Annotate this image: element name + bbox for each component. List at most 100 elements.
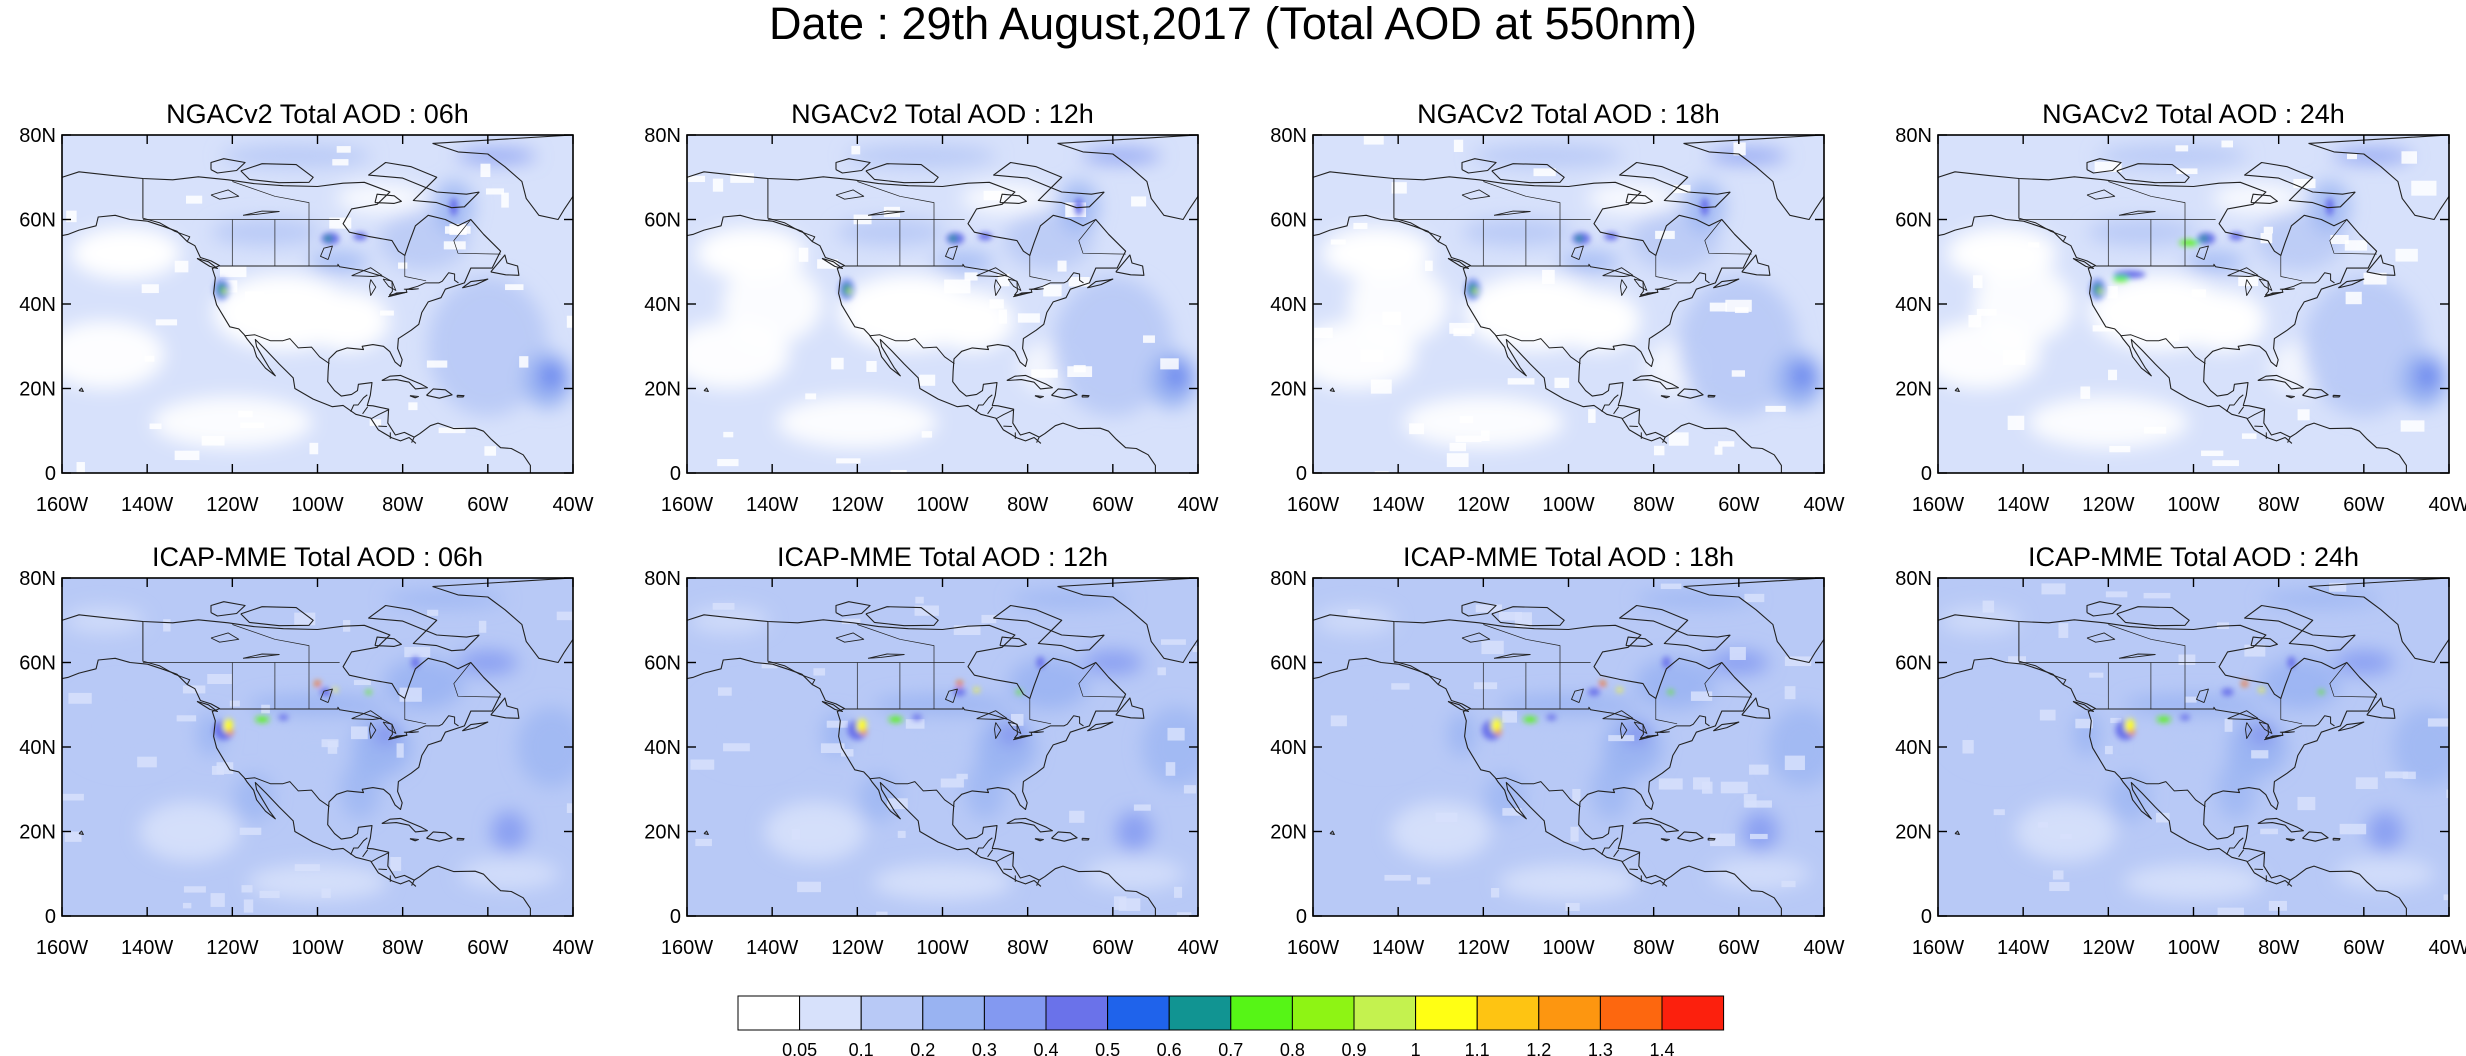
aod-pixel — [866, 360, 877, 372]
lake-outline — [835, 189, 865, 200]
lake-outline — [1493, 653, 1531, 659]
aod-region — [277, 721, 358, 773]
aod-pixel — [1384, 874, 1411, 881]
island-outline — [1712, 721, 1740, 732]
lon-label: 40W — [552, 494, 593, 516]
aod-plume — [222, 288, 228, 295]
aod-pixel — [566, 315, 573, 328]
aod-pixel — [2297, 796, 2316, 811]
lon-label: 60W — [1092, 494, 1133, 516]
colorbar: 0.05 0.1 0.2 0.3 0.4 0.5 0.6 0.7 0.8 0.9 1 1.1 1.2 1.… — [737, 995, 1725, 1056]
aod-pixel — [155, 319, 178, 326]
coastline — [62, 657, 417, 887]
country-border — [2226, 394, 2244, 412]
aod-pixel — [712, 602, 735, 610]
lake-outline — [2118, 653, 2156, 659]
country-border — [996, 409, 1015, 419]
state-border — [1029, 255, 1052, 282]
aod-pixel — [887, 798, 908, 810]
island-outline — [2332, 394, 2341, 398]
island-outline — [993, 161, 1105, 209]
aod-pixel — [695, 838, 712, 847]
lat-label: 40N — [1270, 737, 1307, 759]
lon-label: 120W — [1457, 937, 1509, 959]
lon-label: 120W — [2082, 494, 2134, 516]
country-border — [2018, 621, 2067, 685]
aod-pixel — [1734, 307, 1749, 314]
aod-pixel — [1057, 260, 1067, 272]
aod-plume — [956, 680, 963, 687]
aod-region — [516, 707, 573, 787]
lake-outline — [1633, 721, 1648, 734]
aod-region — [139, 801, 240, 862]
aod-region — [2015, 801, 2116, 862]
island-outline — [210, 601, 246, 617]
island-outline — [2116, 606, 2190, 627]
lon-label: 140W — [746, 494, 798, 516]
country-border — [2018, 178, 2067, 242]
country-border — [2247, 852, 2266, 862]
lake-outline — [2258, 278, 2273, 291]
island-outline — [1677, 831, 1704, 842]
lake-outline — [2196, 245, 2209, 261]
aod-plume — [1523, 716, 1538, 723]
island-outline — [409, 395, 419, 399]
lon-label: 160W — [36, 937, 88, 959]
aod-pixel — [149, 423, 162, 430]
colorbar-swatch — [1415, 995, 1478, 1031]
aod-pixel — [956, 773, 968, 780]
island-outline — [1632, 817, 1679, 833]
aod-plume — [227, 729, 234, 736]
aod-pixel — [2007, 415, 2025, 431]
aod-plume — [2325, 197, 2334, 216]
aod-plume — [978, 232, 993, 241]
lon-label: 160W — [1912, 494, 1964, 516]
aod-region — [1498, 864, 1639, 901]
aod-plume — [1588, 688, 1601, 697]
aod-pixel — [1498, 611, 1523, 621]
aod-pixel — [2363, 272, 2387, 285]
aod-pixel — [2268, 900, 2287, 911]
lon-label: 120W — [831, 937, 883, 959]
lon-label: 80W — [1633, 494, 1674, 516]
aod-pixel — [1391, 683, 1410, 690]
state-border — [2108, 181, 2186, 220]
aod-plume — [2179, 239, 2200, 246]
aod-pixel — [1968, 315, 1982, 328]
aod-pixel — [1435, 812, 1458, 823]
island-outline — [240, 163, 314, 184]
island-outline — [2366, 697, 2396, 719]
aod-region — [70, 227, 181, 280]
island-outline — [426, 831, 453, 842]
aod-plume — [2241, 680, 2248, 687]
map-outlines — [687, 135, 1198, 473]
aod-region — [70, 685, 181, 766]
panel-title: ICAP-MME Total AOD : 06h — [152, 542, 483, 572]
aod-plume — [353, 232, 368, 241]
lake-outline — [210, 632, 240, 643]
island-outline — [1683, 578, 1824, 664]
aod-pixel — [398, 262, 408, 269]
aod-pixel — [1347, 609, 1360, 616]
aod-pixel — [1731, 370, 1746, 377]
aod-pixel — [2329, 582, 2347, 592]
colorbar-label: 0.1 — [849, 1040, 874, 1056]
aod-pixel — [2107, 286, 2118, 299]
island-outline — [456, 394, 465, 398]
aod-pixel — [2167, 327, 2180, 342]
lat-label: 80N — [19, 125, 56, 147]
aod-pixel — [1668, 432, 1689, 446]
state-border — [232, 181, 310, 220]
state-border — [2329, 662, 2377, 698]
aod-pixel — [1133, 804, 1151, 811]
lake-outline — [2086, 189, 2116, 200]
lake-outline — [242, 210, 280, 216]
aod-plume — [953, 688, 966, 697]
country-border — [371, 852, 390, 862]
aod-pixel — [687, 175, 706, 183]
country-border — [1613, 406, 1620, 415]
island-outline — [432, 578, 573, 664]
lat-label: 60N — [19, 210, 56, 232]
aod-pixel — [1192, 646, 1198, 653]
aod-pixel — [2104, 745, 2113, 755]
